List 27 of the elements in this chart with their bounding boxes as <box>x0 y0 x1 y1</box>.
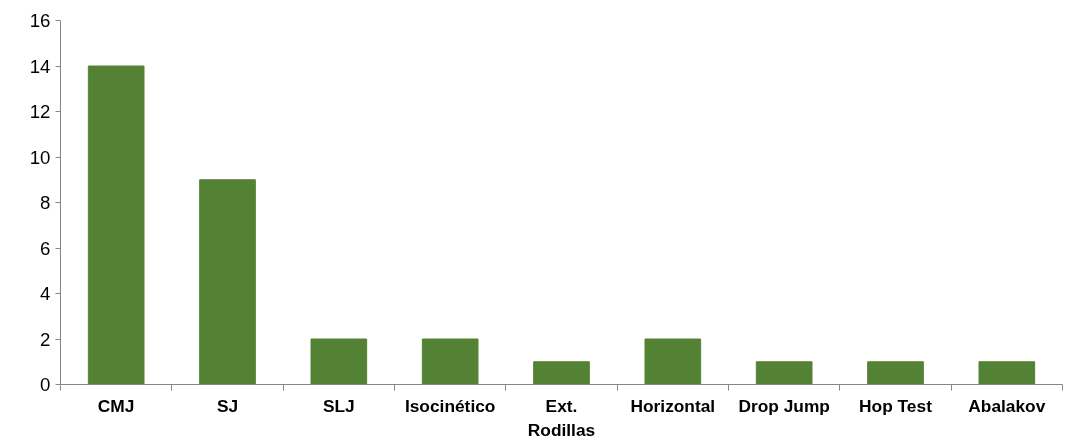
x-tick-label: Horizontal <box>630 395 716 416</box>
y-tick-label: 2 <box>40 328 51 350</box>
bar <box>978 361 1036 385</box>
x-tick-label: Hop Test <box>859 395 933 416</box>
x-tick-label: Ext. Rodillas <box>527 395 596 440</box>
y-tick-label: 10 <box>29 146 51 168</box>
x-tick-label: SJ <box>216 395 239 416</box>
x-tick-label: Drop Jump <box>738 395 830 416</box>
y-tick-label: 6 <box>40 237 51 259</box>
y-tick-label: 4 <box>40 283 51 304</box>
bar <box>755 361 813 385</box>
y-tick-label: 12 <box>29 101 51 122</box>
y-tick-label: 14 <box>29 55 51 77</box>
bar <box>867 361 924 385</box>
y-tick-label: 0 <box>40 374 51 395</box>
x-tick-label: SLJ <box>322 395 355 416</box>
bar <box>87 65 145 385</box>
bar <box>644 338 702 385</box>
x-tick-label: Isocinético <box>404 395 496 416</box>
y-tick-label: 8 <box>40 192 51 213</box>
bar <box>199 179 256 385</box>
x-tick-label: CMJ <box>97 395 135 416</box>
x-tick-label: Abalakov <box>968 395 1046 416</box>
bar <box>310 338 368 385</box>
bar <box>533 361 590 385</box>
bar <box>421 338 479 385</box>
y-tick-label: 16 <box>29 10 51 31</box>
